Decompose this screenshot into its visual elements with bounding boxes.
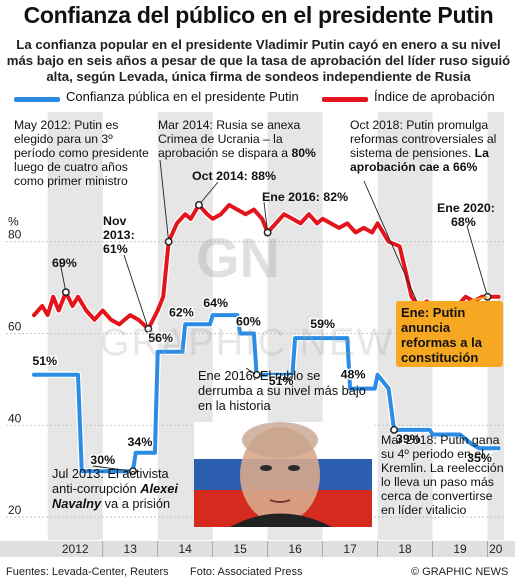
- data-point-marker: [128, 467, 137, 476]
- x-tick-label: 13: [124, 542, 138, 556]
- annotation-nov2013: Nov 2013: 61%: [103, 214, 135, 256]
- annotation-leader: [466, 225, 488, 297]
- x-tick-label: 2012: [62, 542, 89, 556]
- annotation-jul2013-name: Alexei Navalny: [52, 481, 178, 511]
- footer-credit: © GRAPHIC NEWS: [411, 566, 509, 578]
- label-may2012-value: 69%: [52, 256, 77, 270]
- legend-label-trust: Confianza pública en el presidente Putin: [66, 89, 299, 104]
- data-label-trust: 60%: [236, 314, 261, 328]
- x-axis-bar: [0, 541, 515, 557]
- legend-swatch-approval: [322, 97, 368, 102]
- watermark-logo: GN: [196, 226, 280, 289]
- data-point-marker: [144, 324, 153, 333]
- annotation-ene2020-value: 68%: [451, 215, 476, 229]
- data-point-marker: [164, 237, 173, 246]
- data-label-trust: 59%: [310, 317, 335, 331]
- x-tick-label: 15: [233, 542, 247, 556]
- annotation-leader: [363, 180, 420, 307]
- constitution-reform-note: Ene: Putin anuncia reformas a la constit…: [396, 301, 503, 367]
- data-label-trust: 39%: [396, 432, 421, 446]
- x-tick-label: 16: [288, 542, 302, 556]
- data-point-marker: [390, 425, 399, 434]
- x-tick-label: 19: [453, 542, 467, 556]
- series-line-trust: [32, 313, 501, 474]
- annotation-leader: [123, 254, 149, 330]
- data-label-trust: 35%: [467, 451, 492, 465]
- page-title: Confianza del público en el presidente P…: [23, 2, 494, 28]
- x-tick-label: 18: [398, 542, 412, 556]
- annotation-ene2020: Ene 2020:: [437, 201, 495, 215]
- x-tick-label: 14: [178, 542, 192, 556]
- legend-label-approval: Índice de aprobación: [374, 89, 495, 104]
- y-tick-label: 60: [8, 319, 22, 333]
- x-tick-label: 20: [489, 542, 503, 556]
- watermark-text: GRAPHIC NEWS: [100, 322, 422, 364]
- data-point-marker: [61, 288, 70, 297]
- annotation-leader: [159, 159, 170, 242]
- data-label-trust: 62%: [169, 305, 194, 319]
- annotation-leader: [263, 201, 269, 233]
- annotation-jul2013-text: Jul 2013: El activista anti-corrupción: [52, 466, 169, 496]
- data-label-trust: 30%: [90, 453, 115, 467]
- y-tick-label: 20: [8, 503, 22, 517]
- annotation-mar2018: Mar 2018: Putin gana su 4º periodo en el…: [381, 433, 504, 517]
- annotation-may2012: May 2012: Putin es elegido para un 3º pe…: [14, 118, 149, 188]
- annotation-oct2014: Oct 2014: 88%: [192, 169, 277, 183]
- y-tick-label: 80: [8, 228, 22, 242]
- annotation-oct2018: Oct 2018: Putin promulga reformas contro…: [350, 118, 510, 174]
- annotation-leader: [198, 181, 219, 206]
- annotation-oct2018-value: La aprobación cae a 66%: [350, 146, 489, 174]
- x-tick-label: 17: [343, 542, 357, 556]
- data-label-trust: 64%: [203, 296, 228, 310]
- annotation-mar2014: Mar 2014: Rusia se anexa Crimea de Ucran…: [158, 118, 326, 160]
- data-label-trust: 56%: [148, 331, 173, 345]
- footer-photo: Foto: Associated Press: [190, 566, 303, 578]
- data-label-trust: 34%: [128, 435, 153, 449]
- footer-sources: Fuentes: Levada-Center, Reuters: [6, 566, 169, 578]
- annotation-mar2014-value: 80%: [291, 146, 316, 160]
- data-label-trust: 51%: [269, 374, 294, 388]
- data-label-trust: 51%: [32, 354, 57, 368]
- annotation-ene2016-ruble: Ene 2016: El rublo se derrumba a su nive…: [198, 368, 366, 413]
- annotation-leader: [59, 261, 67, 293]
- y-axis-unit: %: [8, 215, 19, 229]
- annotation-oct2018-text: Oct 2018: Putin promulga reformas contro…: [350, 118, 497, 160]
- data-label-trust: 48%: [341, 368, 366, 382]
- annotation-jul2013: Jul 2013: El activista anti-corrupción A…: [52, 466, 190, 511]
- data-point-marker: [252, 370, 261, 379]
- annotation-mar2014-text: Mar 2014: Rusia se anexa Crimea de Ucran…: [158, 118, 301, 160]
- data-point-marker: [194, 201, 203, 209]
- annotation-ene2016-approval: Ene 2016: 82%: [262, 190, 349, 204]
- annotation-leader: [92, 465, 134, 472]
- putin-photo: [194, 422, 372, 527]
- box-leader: [469, 295, 488, 302]
- annotation-jul2013-end: va a prisión: [104, 496, 171, 511]
- page-subtitle: La confianza popular en el presidente Vl…: [6, 37, 511, 84]
- y-tick-label: 40: [8, 411, 22, 425]
- data-point-marker: [263, 228, 272, 237]
- legend-swatch-trust: [14, 97, 60, 102]
